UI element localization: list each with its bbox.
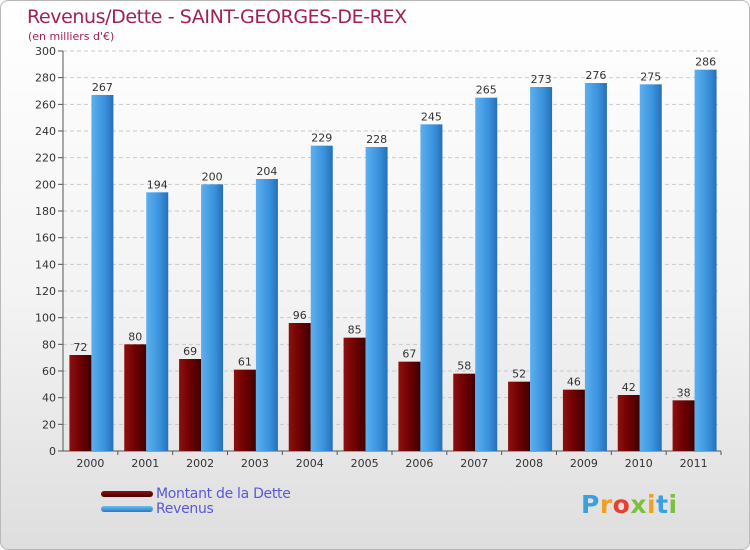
data-label-revenus: 228 [366,133,387,146]
x-tick-label: 2008 [515,457,543,470]
bar-revenus [420,124,443,451]
y-tick-label: 120 [35,285,56,298]
y-tick-label: 300 [35,45,56,58]
x-tick-label: 2003 [241,457,269,470]
bar-dette [179,359,202,451]
data-label-dette: 61 [238,356,252,369]
bar-revenus [201,184,224,452]
bar-dette [288,323,311,451]
bar-revenus [639,84,662,451]
chart-subtitle: (en milliers d'€) [28,30,115,43]
y-tick-label: 200 [35,178,56,191]
data-label-dette: 67 [402,348,416,361]
x-tick-label: 2007 [460,457,488,470]
bar-dette [508,381,531,451]
y-tick-label: 60 [42,365,56,378]
logo-letter: r [599,490,613,519]
y-tick-label: 220 [35,152,56,165]
bar-dette [124,344,147,451]
bar-revenus [365,147,388,451]
logo-letter: x [630,490,647,519]
y-tick-label: 180 [35,205,56,218]
data-label-dette: 46 [567,376,581,389]
x-tick-label: 2006 [405,457,433,470]
bar-dette [672,400,695,451]
x-tick-label: 2010 [625,457,653,470]
x-tick-label: 2011 [680,457,708,470]
data-label-dette: 52 [512,368,526,381]
legend-label-dette: Montant de la Dette [156,486,291,502]
bar-dette [398,361,421,451]
data-label-revenus: 194 [147,178,168,191]
data-label-revenus: 276 [585,69,606,82]
bar-dette [562,389,585,451]
data-label-revenus: 229 [311,132,332,145]
bar-revenus [310,145,333,451]
bar-revenus [530,87,553,451]
bar-dette [453,373,476,451]
bar-revenus [255,179,278,451]
bar-dette [343,337,366,451]
data-label-revenus: 275 [640,70,661,83]
bar-revenus [584,83,607,451]
x-tick-label: 2004 [296,457,324,470]
bar-chart: 0 20 40 60 80 100 120 140 160 180 200 220 240 260 280 3… [35,45,722,470]
data-label-revenus: 286 [695,56,716,69]
bar-dette [617,395,640,451]
x-tick-label: 2000 [76,457,104,470]
bar-revenus [475,97,498,452]
data-label-dette: 69 [183,345,197,358]
y-tick-label: 100 [35,312,56,325]
bar-dette [233,369,256,451]
data-label-revenus: 200 [202,170,223,183]
chart-title: Revenus/Dette - SAINT-GEORGES-DE-REX [27,6,407,28]
y-tick-label: 0 [49,445,56,458]
data-label-dette: 58 [457,360,471,373]
data-label-revenus: 265 [476,84,497,97]
legend-swatch-revenus [101,506,153,512]
data-label-revenus: 245 [421,110,442,123]
legend-swatch-dette [101,491,153,497]
bar-revenus [91,95,114,451]
data-label-dette: 96 [293,309,307,322]
x-tick-label: 2001 [131,457,159,470]
y-tick-label: 20 [42,418,56,431]
logo-letter: t [656,490,669,519]
y-tick-label: 280 [35,72,56,85]
x-tick-label: 2002 [186,457,214,470]
data-label-dette: 85 [348,324,362,337]
proxiti-logo: Proxiti [581,490,678,519]
logo-letter: P [581,490,600,519]
data-label-dette: 80 [128,330,142,343]
y-tick-label: 40 [42,392,56,405]
y-tick-label: 140 [35,258,56,271]
y-tick-label: 80 [42,338,56,351]
data-label-dette: 38 [677,386,691,399]
data-label-dette: 72 [73,341,87,354]
bar-revenus [694,69,717,452]
y-tick-label: 260 [35,98,56,111]
logo-letter: o [612,490,631,519]
legend-label-revenus: Revenus [156,501,214,517]
x-tick-label: 2005 [351,457,379,470]
logo-letter: i [668,490,678,519]
data-label-dette: 42 [622,381,636,394]
bar-revenus [146,192,169,452]
y-tick-label: 160 [35,232,56,245]
logo-letter: i [647,490,657,519]
y-tick-label: 240 [35,125,56,138]
bar-dette [69,355,92,451]
data-label-revenus: 204 [256,165,277,178]
data-label-revenus: 267 [92,81,113,94]
data-label-revenus: 273 [531,73,552,86]
x-tick-label: 2009 [570,457,598,470]
